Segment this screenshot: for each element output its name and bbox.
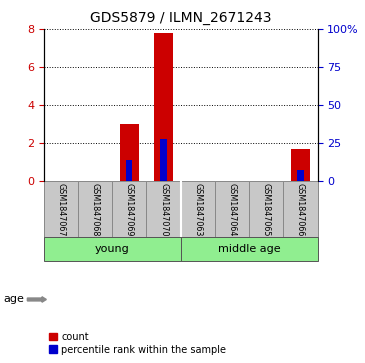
- Bar: [126, 160, 132, 181]
- FancyBboxPatch shape: [283, 181, 318, 237]
- FancyBboxPatch shape: [78, 181, 112, 237]
- FancyBboxPatch shape: [44, 237, 181, 261]
- Bar: [291, 149, 310, 181]
- Text: middle age: middle age: [218, 244, 280, 254]
- Bar: [161, 139, 167, 181]
- Bar: [154, 33, 173, 181]
- FancyBboxPatch shape: [44, 181, 78, 237]
- Text: GSM1847066: GSM1847066: [296, 183, 305, 236]
- Title: GDS5879 / ILMN_2671243: GDS5879 / ILMN_2671243: [90, 11, 272, 25]
- Legend: count, percentile rank within the sample: count, percentile rank within the sample: [49, 332, 226, 355]
- FancyBboxPatch shape: [181, 181, 215, 237]
- Text: age: age: [4, 294, 24, 305]
- Text: GSM1847063: GSM1847063: [193, 183, 202, 236]
- FancyBboxPatch shape: [181, 237, 318, 261]
- FancyBboxPatch shape: [249, 181, 283, 237]
- FancyBboxPatch shape: [112, 181, 146, 237]
- Text: young: young: [95, 244, 130, 254]
- Bar: [120, 124, 139, 181]
- Text: GSM1847067: GSM1847067: [57, 183, 65, 236]
- Text: GSM1847064: GSM1847064: [227, 183, 237, 236]
- Text: GSM1847070: GSM1847070: [159, 183, 168, 236]
- FancyBboxPatch shape: [146, 181, 181, 237]
- Text: GSM1847065: GSM1847065: [262, 183, 271, 236]
- FancyBboxPatch shape: [215, 181, 249, 237]
- Text: GSM1847068: GSM1847068: [91, 183, 100, 236]
- Bar: [297, 170, 304, 181]
- Text: GSM1847069: GSM1847069: [125, 183, 134, 236]
